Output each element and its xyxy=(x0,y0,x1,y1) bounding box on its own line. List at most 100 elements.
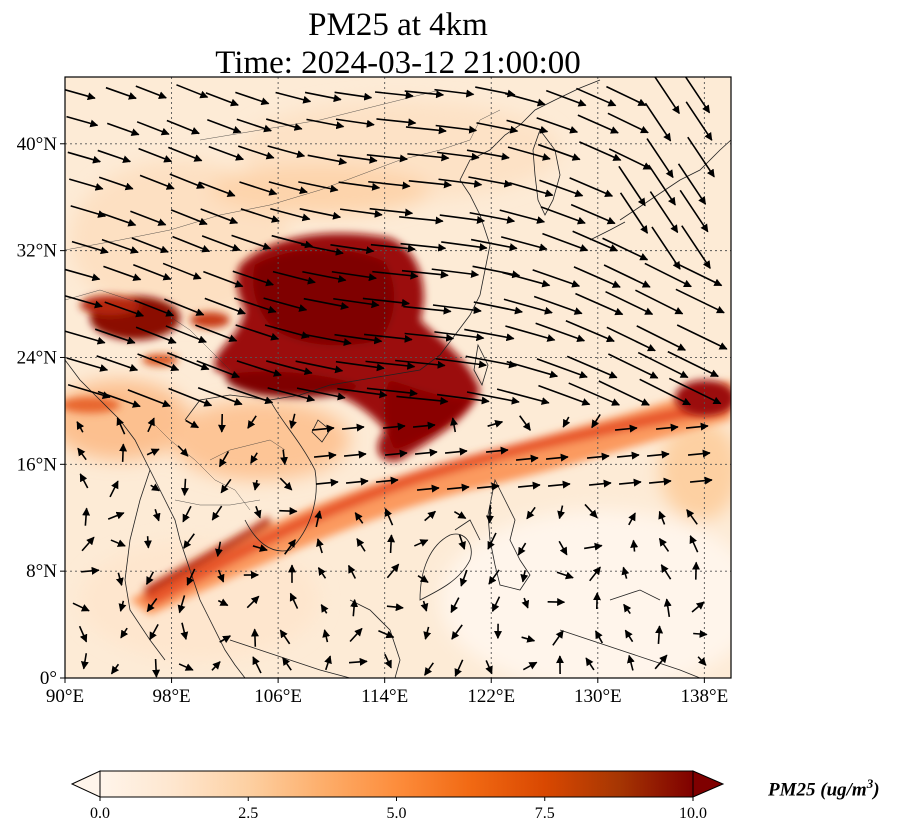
wind-arrow xyxy=(236,118,272,133)
wind-arrow xyxy=(289,413,297,429)
wind-arrow xyxy=(536,117,579,134)
wind-arrow xyxy=(469,211,516,224)
wind-arrow xyxy=(519,415,531,431)
wind-arrow xyxy=(576,87,617,107)
wind-arrow xyxy=(491,596,501,613)
wind-arrow xyxy=(220,478,232,494)
wind-arrow xyxy=(681,225,711,270)
lon-tick-label: 138°E xyxy=(681,686,729,707)
wind-arrow xyxy=(82,507,91,526)
wind-arrow xyxy=(378,629,395,639)
map-frame xyxy=(64,76,732,679)
wind-arrow xyxy=(152,658,161,678)
wind-arrow xyxy=(607,112,649,134)
wind-arrow xyxy=(691,601,705,613)
wind-arrow xyxy=(370,243,416,253)
wind-arrow xyxy=(693,629,708,638)
wind-arrow xyxy=(302,270,347,283)
wind-arrow xyxy=(133,263,172,281)
wind-arrow xyxy=(211,505,223,521)
wind-arrow xyxy=(556,571,574,580)
wind-arrow xyxy=(470,238,518,252)
colorbar-extend-low xyxy=(70,770,101,798)
lat-tick-label: 8°N xyxy=(26,561,57,582)
wind-arrow xyxy=(115,572,124,587)
wind-arrow xyxy=(334,91,373,101)
wind-arrow xyxy=(466,149,510,161)
wind-arrow xyxy=(135,85,167,100)
lat-tick-label: 32°N xyxy=(17,241,58,262)
wind-arrow xyxy=(66,115,99,128)
wind-arrow xyxy=(685,101,713,141)
wind-arrow xyxy=(180,622,189,641)
wind-arrow xyxy=(65,89,96,101)
wind-arrow xyxy=(386,603,404,612)
wind-arrow xyxy=(253,505,262,519)
wind-arrow xyxy=(306,118,345,130)
wind-arrow xyxy=(399,216,444,225)
wind-arrow xyxy=(252,544,268,552)
wind-arrow xyxy=(313,451,337,460)
wind-arrow xyxy=(588,479,612,488)
wind-arrow xyxy=(169,173,205,189)
wind-arrow xyxy=(517,542,527,556)
wind-arrow xyxy=(404,90,445,99)
wind-arrow xyxy=(216,569,225,583)
wind-arrow xyxy=(143,536,152,549)
wind-arrow xyxy=(644,262,692,288)
colorbar-tick-label: 7.5 xyxy=(535,805,555,822)
lon-tick-label: 122°E xyxy=(467,686,515,707)
lat-tick-label: 16°N xyxy=(17,454,58,475)
wind-arrow xyxy=(347,564,357,579)
wind-arrow xyxy=(628,512,636,526)
wind-arrow xyxy=(660,564,672,580)
wind-arrow xyxy=(542,232,589,252)
wind-arrow xyxy=(150,483,160,492)
wind-arrow xyxy=(466,391,520,405)
wind-arrow xyxy=(176,84,209,99)
wind-arrow xyxy=(116,417,126,435)
wind-arrow xyxy=(107,511,125,520)
wind-arrow xyxy=(437,151,480,161)
wind-arrow xyxy=(667,350,719,378)
wind-arrow xyxy=(689,476,713,485)
wind-arrow xyxy=(105,86,137,100)
wind-arrow xyxy=(97,149,132,164)
wind-arrow xyxy=(618,478,642,487)
wind-arrow xyxy=(450,417,458,433)
wind-arrow xyxy=(552,630,564,646)
wind-arrow xyxy=(384,508,394,526)
wind-arrow xyxy=(314,510,323,528)
wind-arrow xyxy=(533,295,583,315)
wind-arrow xyxy=(267,145,306,158)
wind-arrow xyxy=(67,384,111,400)
wind-arrow xyxy=(110,539,126,547)
wind-arrow xyxy=(506,360,559,379)
colorbar-tick-label: 5.0 xyxy=(387,805,407,822)
wind-arrow xyxy=(473,301,523,315)
wind-arrow xyxy=(311,424,335,433)
wind-arrow xyxy=(485,446,509,455)
wind-arrow xyxy=(635,289,684,315)
wind-arrow xyxy=(384,449,408,458)
wind-arrow xyxy=(239,181,278,196)
wind-arrow xyxy=(649,191,679,234)
wind-arrow xyxy=(623,603,632,615)
wind-arrow xyxy=(637,351,689,379)
wind-arrow xyxy=(589,566,601,582)
wind-arrow xyxy=(416,484,440,493)
lat-tick-label: 40°N xyxy=(17,134,58,155)
wind-arrow xyxy=(233,297,277,314)
wind-arrow xyxy=(521,635,536,643)
wind-arrow xyxy=(403,305,452,315)
wind-arrow xyxy=(446,483,470,492)
wind-arrow xyxy=(558,540,568,556)
lat-tick-label: 24°N xyxy=(17,347,58,368)
wind-arrow xyxy=(71,240,109,255)
wind-arrow xyxy=(570,203,616,225)
wind-arrow xyxy=(162,262,202,280)
map-title-variable: PM25 at 4km xyxy=(308,7,488,43)
wind-arrow xyxy=(76,421,85,433)
wind-arrow xyxy=(506,119,549,134)
